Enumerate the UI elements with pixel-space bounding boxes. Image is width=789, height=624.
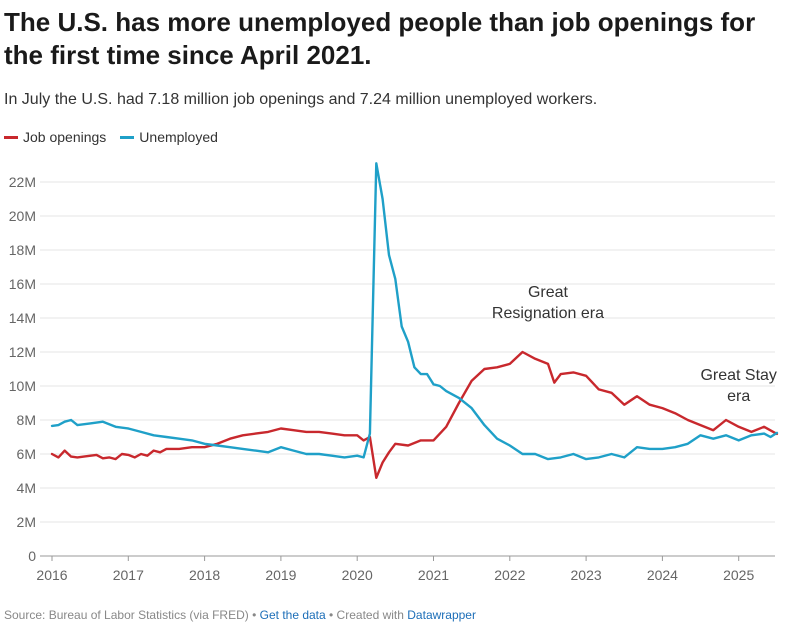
annotation-text: Great Stay bbox=[700, 367, 776, 384]
y-tick-label: 10M bbox=[9, 378, 36, 394]
grid-layer bbox=[40, 181, 775, 557]
y-tick-label: 0 bbox=[28, 548, 36, 564]
y-tick-label: 22M bbox=[9, 174, 36, 190]
x-tick-label: 2024 bbox=[647, 567, 678, 583]
x-tick-label: 2021 bbox=[418, 567, 449, 583]
series-line-job-openings bbox=[50, 350, 779, 479]
footer-created: • Created with bbox=[325, 608, 408, 622]
x-tick-label: 2017 bbox=[113, 567, 144, 583]
x-tick-label: 2018 bbox=[189, 567, 220, 583]
x-tick-label: 2025 bbox=[723, 567, 754, 583]
datawrapper-link[interactable]: Datawrapper bbox=[407, 608, 476, 622]
y-tick-label: 14M bbox=[9, 310, 36, 326]
legend-item-job-openings: Job openings bbox=[4, 129, 106, 145]
legend-swatch-unemployed bbox=[120, 135, 135, 139]
get-data-link[interactable]: Get the data bbox=[259, 608, 326, 622]
x-tick-label: 2020 bbox=[342, 567, 373, 583]
annotation-text: era bbox=[727, 388, 750, 405]
axis-layer: 0 2M 4M 6M 8M 10M 12M 14M 16M 18M 20M 22M 2016 2017 20… bbox=[9, 174, 755, 583]
legend-swatch-job-openings bbox=[4, 135, 18, 139]
chart-title: The U.S. has more unemployed people than… bbox=[4, 7, 756, 70]
footer-source: Source: Bureau of Labor Statistics (via … bbox=[4, 608, 260, 622]
legend-label-unemployed: Unemployed bbox=[139, 129, 218, 145]
y-tick-label: 12M bbox=[9, 344, 36, 360]
y-tick-label: 4M bbox=[17, 480, 36, 496]
legend-label-job-openings: Job openings bbox=[23, 129, 107, 145]
x-tick-label: 2023 bbox=[571, 567, 602, 583]
series-line-unemployed bbox=[50, 162, 779, 461]
y-tick-label: 16M bbox=[9, 276, 36, 292]
x-tick-label: 2016 bbox=[36, 567, 67, 583]
annotation-text: Great bbox=[528, 284, 569, 301]
chart-subtitle: In July the U.S. had 7.18 million job op… bbox=[4, 91, 598, 108]
y-tick-label: 20M bbox=[9, 208, 36, 224]
y-tick-label: 18M bbox=[9, 242, 36, 258]
annotation-text: Resignation era bbox=[492, 305, 604, 322]
x-tick-label: 2022 bbox=[494, 567, 525, 583]
footer: Source: Bureau of Labor Statistics (via … bbox=[4, 608, 476, 622]
legend-item-unemployed: Unemployed bbox=[120, 129, 218, 145]
legend: Job openings Unemployed bbox=[4, 129, 218, 145]
y-tick-label: 8M bbox=[17, 412, 36, 428]
annotation-layer: Great Resignation era Great Stay era bbox=[492, 284, 777, 405]
series-layer bbox=[50, 162, 779, 479]
x-tick-label: 2019 bbox=[265, 567, 296, 583]
y-tick-label: 6M bbox=[17, 446, 36, 462]
y-tick-label: 2M bbox=[17, 514, 36, 530]
